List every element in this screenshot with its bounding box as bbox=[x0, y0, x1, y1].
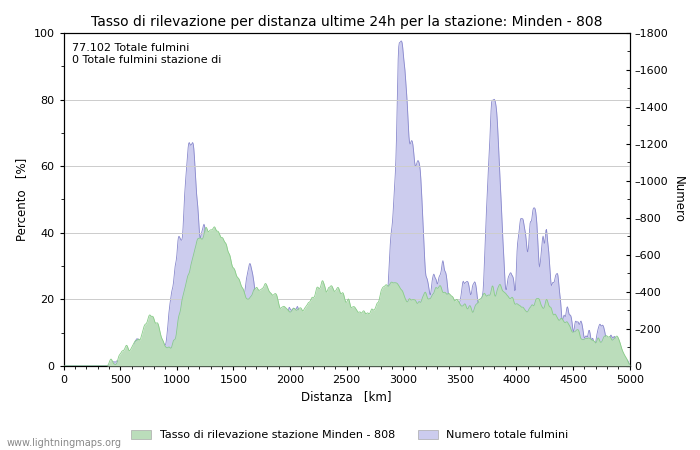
X-axis label: Distanza   [km]: Distanza [km] bbox=[302, 391, 392, 404]
Y-axis label: Percento   [%]: Percento [%] bbox=[15, 158, 28, 241]
Text: www.lightningmaps.org: www.lightningmaps.org bbox=[7, 438, 122, 448]
Title: Tasso di rilevazione per distanza ultime 24h per la stazione: Minden - 808: Tasso di rilevazione per distanza ultime… bbox=[91, 15, 603, 29]
Legend: Tasso di rilevazione stazione Minden - 808, Numero totale fulmini: Tasso di rilevazione stazione Minden - 8… bbox=[127, 425, 573, 445]
Y-axis label: Numero: Numero bbox=[672, 176, 685, 223]
Text: 77.102 Totale fulmini
0 Totale fulmini stazione di: 77.102 Totale fulmini 0 Totale fulmini s… bbox=[72, 43, 221, 64]
